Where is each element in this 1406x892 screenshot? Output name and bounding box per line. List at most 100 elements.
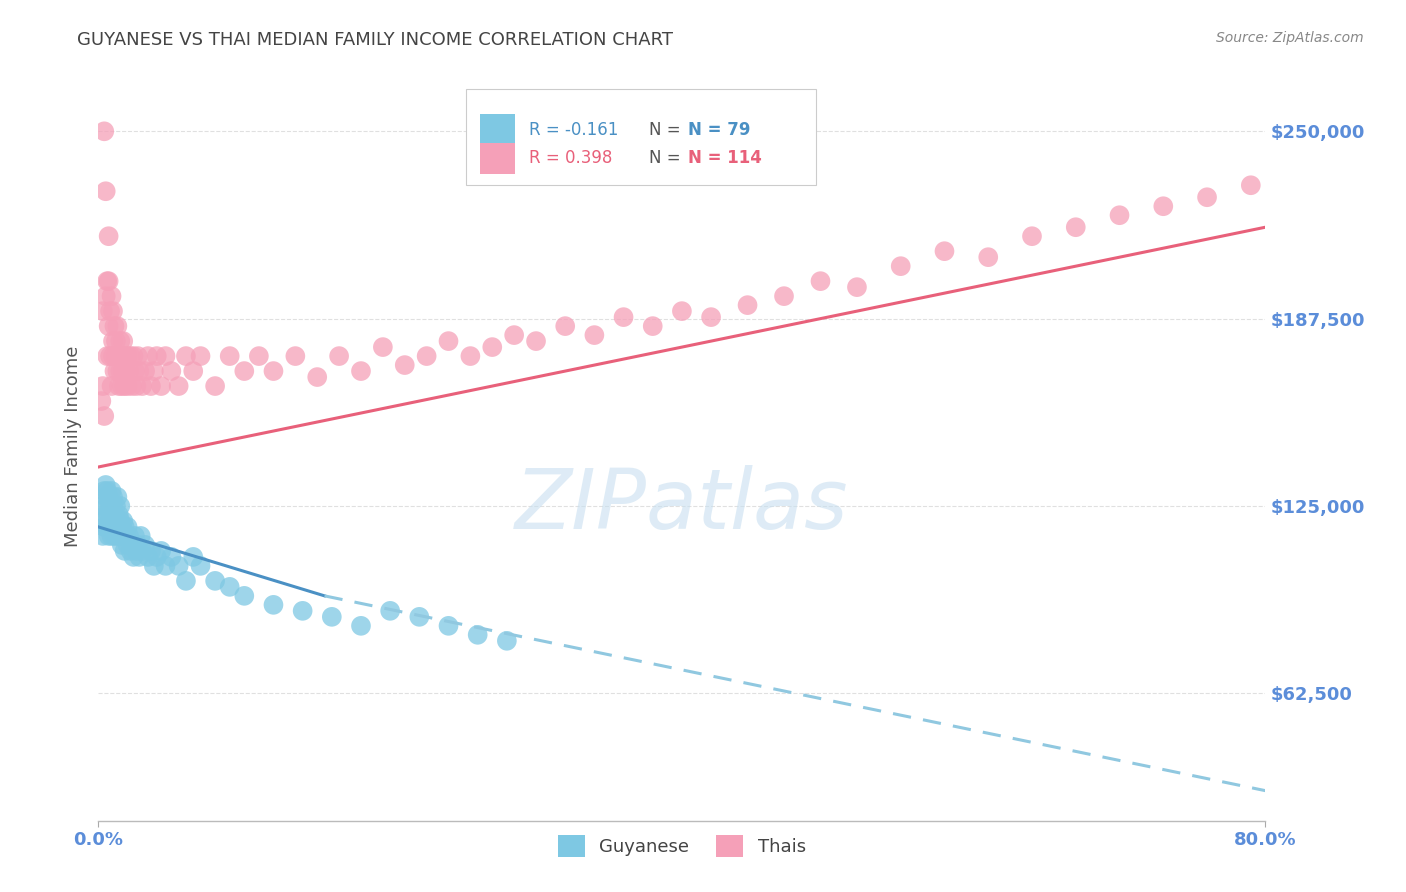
Point bbox=[101, 499, 124, 513]
Point bbox=[108, 379, 131, 393]
Point bbox=[284, 349, 307, 363]
Point bbox=[503, 328, 526, 343]
Point bbox=[100, 289, 122, 303]
Point bbox=[103, 514, 125, 528]
Point bbox=[247, 349, 270, 363]
Point bbox=[174, 349, 197, 363]
Point bbox=[136, 549, 159, 564]
Point bbox=[97, 229, 120, 244]
Point bbox=[97, 490, 120, 504]
Point bbox=[142, 558, 165, 573]
Point bbox=[110, 334, 132, 348]
Point bbox=[496, 633, 519, 648]
Point bbox=[977, 250, 1000, 264]
Point bbox=[394, 358, 416, 372]
Point bbox=[118, 364, 141, 378]
Point bbox=[101, 520, 124, 534]
Point bbox=[108, 508, 131, 522]
Point bbox=[108, 349, 131, 363]
Point bbox=[700, 310, 723, 325]
Point bbox=[98, 499, 121, 513]
Point bbox=[94, 508, 117, 522]
Point bbox=[110, 529, 132, 543]
Point bbox=[155, 349, 177, 363]
Point bbox=[291, 604, 314, 618]
Point bbox=[1284, 161, 1306, 175]
Point bbox=[97, 529, 120, 543]
Point bbox=[94, 490, 117, 504]
Point bbox=[105, 490, 128, 504]
Point bbox=[104, 334, 127, 348]
Point bbox=[167, 558, 190, 573]
Point bbox=[111, 379, 134, 393]
Point bbox=[98, 514, 121, 528]
Point bbox=[93, 520, 115, 534]
Point bbox=[1152, 199, 1174, 213]
Point bbox=[160, 364, 183, 378]
Point bbox=[415, 349, 437, 363]
Point bbox=[112, 364, 135, 378]
Point bbox=[125, 544, 148, 558]
Point bbox=[110, 514, 132, 528]
Point bbox=[380, 604, 402, 618]
Point bbox=[98, 349, 121, 363]
Point bbox=[122, 549, 145, 564]
Point bbox=[117, 349, 139, 363]
Point bbox=[124, 529, 146, 543]
Point bbox=[142, 364, 165, 378]
Point bbox=[93, 483, 115, 498]
Point bbox=[583, 328, 606, 343]
Point bbox=[160, 549, 183, 564]
Point bbox=[139, 379, 162, 393]
Point bbox=[112, 334, 135, 348]
Point bbox=[204, 574, 226, 588]
Text: N = 114: N = 114 bbox=[688, 149, 762, 168]
Text: GUYANESE VS THAI MEDIAN FAMILY INCOME CORRELATION CHART: GUYANESE VS THAI MEDIAN FAMILY INCOME CO… bbox=[77, 31, 673, 49]
Point bbox=[146, 349, 169, 363]
Point bbox=[218, 580, 240, 594]
Point bbox=[121, 379, 143, 393]
Text: N = 79: N = 79 bbox=[688, 120, 751, 139]
Point bbox=[131, 379, 153, 393]
Point bbox=[105, 364, 128, 378]
Point bbox=[408, 610, 430, 624]
Point bbox=[98, 520, 121, 534]
Point bbox=[233, 589, 256, 603]
Point bbox=[174, 574, 197, 588]
Point bbox=[460, 349, 482, 363]
Point bbox=[91, 529, 114, 543]
Text: R = 0.398: R = 0.398 bbox=[529, 149, 613, 168]
Point bbox=[1341, 130, 1364, 145]
Point bbox=[218, 349, 240, 363]
Point bbox=[111, 349, 134, 363]
Point bbox=[103, 364, 125, 378]
Point bbox=[104, 499, 127, 513]
Point bbox=[93, 409, 115, 423]
Point bbox=[100, 529, 122, 543]
Point bbox=[124, 364, 146, 378]
Point bbox=[134, 538, 156, 552]
Point bbox=[115, 364, 138, 378]
Point bbox=[93, 124, 115, 138]
Point bbox=[90, 514, 112, 528]
Point bbox=[103, 508, 125, 522]
Point bbox=[125, 379, 148, 393]
Point bbox=[100, 508, 122, 522]
Point bbox=[96, 349, 118, 363]
Point bbox=[890, 259, 912, 273]
Point bbox=[554, 319, 576, 334]
Point bbox=[120, 349, 142, 363]
Point bbox=[350, 619, 373, 633]
Point bbox=[131, 544, 153, 558]
Point bbox=[671, 304, 693, 318]
Point bbox=[112, 514, 135, 528]
Point bbox=[146, 549, 169, 564]
Point bbox=[94, 478, 117, 492]
Point bbox=[737, 298, 759, 312]
Point bbox=[96, 499, 118, 513]
Point bbox=[111, 538, 134, 552]
Point bbox=[139, 544, 162, 558]
Point bbox=[121, 538, 143, 552]
Point bbox=[97, 508, 120, 522]
Point bbox=[204, 379, 226, 393]
